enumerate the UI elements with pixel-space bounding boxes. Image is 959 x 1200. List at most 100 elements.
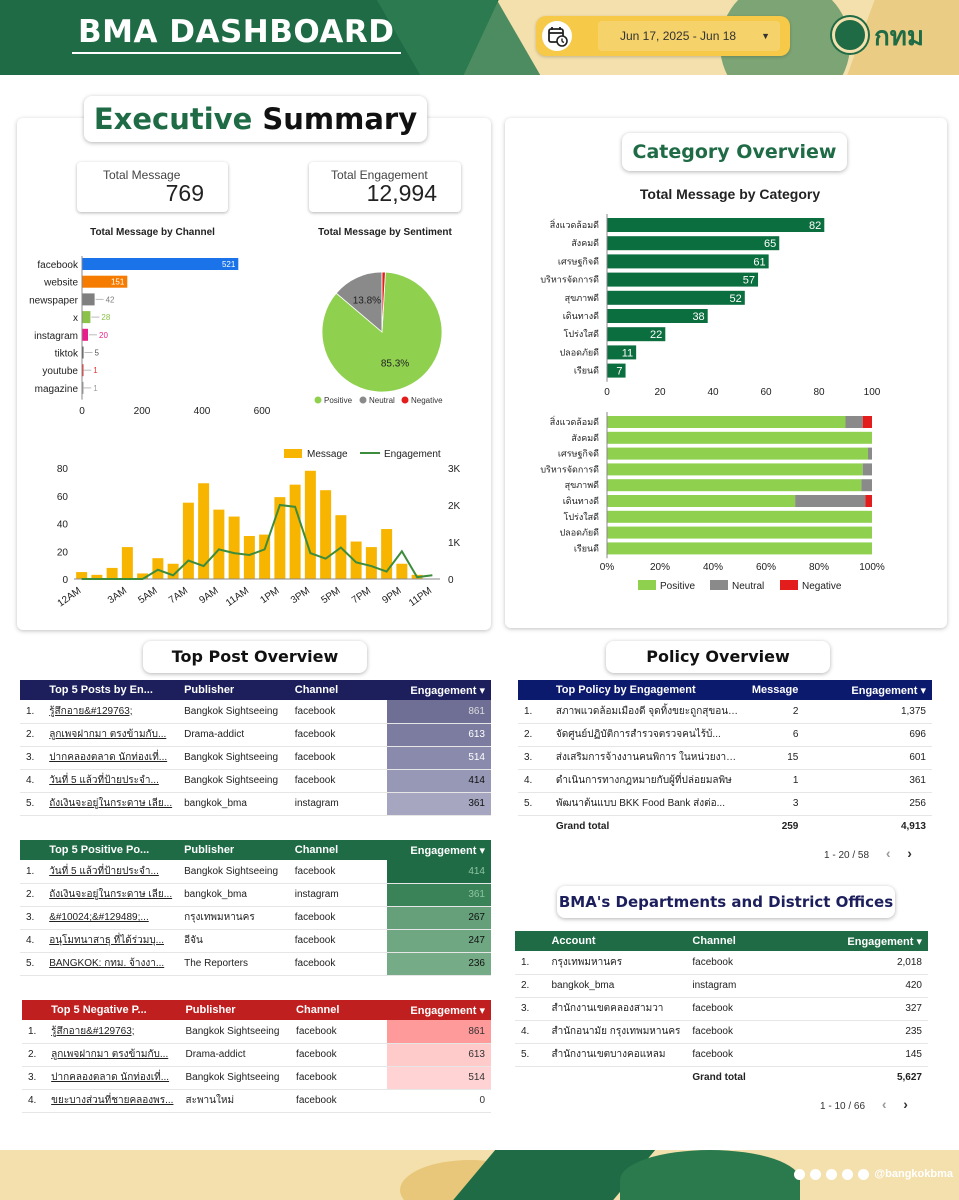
table-row[interactable]: 1. สภาพแวดล้อมเมืองดี จุดทิ้งขยะถูกสุขอนา… xyxy=(518,700,932,724)
table-row[interactable]: 4. สำนักอนามัย กรุงเทพมหานคร facebook 235 xyxy=(515,1020,928,1044)
table-row[interactable]: 2. ลูกเพจฝากมา ตรงข้ามกับ... Drama-addict f… xyxy=(22,1043,491,1067)
facebook-icon[interactable] xyxy=(810,1168,822,1180)
category-label: เดินทางดี xyxy=(563,496,599,506)
y-right-tick-label: 2K xyxy=(448,501,461,512)
engagement-value: 0 xyxy=(387,1089,491,1113)
x-tick-label: 3AM xyxy=(106,585,129,606)
y-left-tick-label: 80 xyxy=(57,464,69,475)
post-link[interactable]: รู้สึกอาย&#129763; xyxy=(49,705,133,717)
table-row[interactable]: 4. ดำเนินการทางกฎหมายกับผู้ที่ปล่อยมลพิษ 1… xyxy=(518,769,932,793)
channel-value-label: 1 xyxy=(93,366,98,375)
table-row[interactable]: 4. ขยะบางส่วนที่ชายคลองพร... สะพานใหม่ face… xyxy=(22,1089,491,1113)
prev-page-icon[interactable]: ‹ xyxy=(885,845,891,861)
table-row[interactable]: 5. พัฒนาต้นแบบ BKK Food Bank ส่งต่อ... 3 25… xyxy=(518,792,932,816)
table-row[interactable]: 3. ปากคลองตลาด นักท่องเที่... Bangkok Sigh… xyxy=(20,746,491,770)
top-policy-table: Top Policy by Engagement Message Engagemen… xyxy=(518,680,932,838)
message-bar xyxy=(228,516,240,579)
x-icon[interactable] xyxy=(794,1168,806,1180)
table-row[interactable]: 2. ลูกเพจฝากมา ตรงข้ามกับ... Drama-addict f… xyxy=(20,723,491,747)
table-row[interactable]: 3. สำนักงานเขตคลองสามวา facebook 327 xyxy=(515,997,928,1021)
column-header: Top 5 Negative P... xyxy=(45,1000,180,1020)
table-row[interactable]: 5. สำนักงานเขตบางคอแหลม facebook 145 xyxy=(515,1043,928,1067)
channel-bar xyxy=(82,275,128,288)
tiktok-icon[interactable] xyxy=(858,1168,870,1180)
post-link[interactable]: BANGKOK: กทม. จ้างงา... xyxy=(49,958,165,969)
prev-page-icon[interactable]: ‹ xyxy=(881,1096,887,1112)
stack-segment-neutral xyxy=(862,463,872,476)
x-tick-label: 11AM xyxy=(224,585,251,609)
calendar-icon[interactable] xyxy=(542,21,572,51)
total-message-kpi: Total Message 769 xyxy=(77,162,228,212)
channel: instagram xyxy=(288,792,387,816)
legend-label: Negative xyxy=(802,581,842,592)
message-count: 1 xyxy=(745,769,805,793)
stack-segment-positive xyxy=(607,431,872,444)
engagement-sort-header[interactable]: Engagement ▾ xyxy=(799,931,928,951)
grand-total-message: 259 xyxy=(781,821,799,833)
table-row[interactable]: 1. รู้สึกอาย&#129763; Bangkok Sightseeing f… xyxy=(22,1020,491,1044)
category-label: ปลอดภัยดี xyxy=(559,347,599,357)
post-link[interactable]: ปากคลองตลาด นักท่องเที่... xyxy=(49,752,168,763)
row-index: 3. xyxy=(22,1066,46,1090)
engagement-value: 361 xyxy=(386,792,491,816)
category-label: บริหารจัดการดี xyxy=(540,464,599,474)
instagram-icon[interactable] xyxy=(826,1168,838,1180)
channel: facebook xyxy=(288,769,387,793)
kpi-label: Total Engagement xyxy=(331,168,428,182)
message-bar xyxy=(259,534,271,579)
column-header: Top Policy by Engagement xyxy=(549,680,746,700)
post-link[interactable]: ถังเงินจะอยู่ในกระดาษ เลีย... xyxy=(49,889,173,900)
table-row[interactable]: 2. จัดศูนย์ปฏิบัติการสำรวจตรวจคนไร้บ้... 6… xyxy=(518,723,932,747)
legend-label: Positive xyxy=(324,396,353,405)
channel-bar xyxy=(82,258,239,270)
social-links[interactable]: @bangkokbma xyxy=(794,1168,953,1180)
legend-label: Negative xyxy=(411,396,443,405)
date-range-control[interactable]: Jun 17, 2025 - Jun 18 ▼ xyxy=(536,16,790,56)
engagement-sort-header[interactable]: Engagement ▾ xyxy=(804,680,932,700)
post-link[interactable]: ปากคลองตลาด นักท่องเที่... xyxy=(51,1072,170,1083)
table-row[interactable]: 1. รู้สึกอาย&#129763; Bangkok Sightseeing f… xyxy=(20,700,491,724)
table-row[interactable]: 5. ถังเงินจะอยู่ในกระดาษ เลีย... bangkok_b… xyxy=(20,792,491,816)
next-page-icon[interactable]: › xyxy=(903,1096,908,1112)
table-row[interactable]: 3. ปากคลองตลาด นักท่องเที่... Bangkok Sigh… xyxy=(22,1066,491,1090)
category-bar xyxy=(607,309,708,323)
table-row[interactable]: 2. bangkok_bma instagram 420 xyxy=(515,974,928,998)
date-range-dropdown[interactable]: Jun 17, 2025 - Jun 18 ▼ xyxy=(598,21,780,51)
x-tick-label: 100 xyxy=(864,387,881,398)
policy-overview-title: Policy Overview xyxy=(606,641,830,673)
engagement-sort-header[interactable]: Engagement ▾ xyxy=(386,840,491,860)
category-bar xyxy=(607,345,637,360)
post-link[interactable]: ลูกเพจฝากมา ตรงข้ามกับ... xyxy=(51,1049,169,1060)
post-link[interactable]: ถังเงินจะอยู่ในกระดาษ เลีย... xyxy=(49,798,173,809)
table-row[interactable]: 4. วันที่ 5 แล้วที่ป้ายประจำ... Bangkok Si… xyxy=(20,769,491,793)
next-page-icon[interactable]: › xyxy=(907,845,912,861)
post-link[interactable]: รู้สึกอาย&#129763; xyxy=(51,1025,135,1037)
publisher: bangkok_bma xyxy=(178,883,289,907)
stack-segment-neutral xyxy=(795,495,866,507)
post-link[interactable]: วันที่ 5 แล้วที่ป้ายประจำ... xyxy=(49,865,159,877)
post-link[interactable]: วันที่ 5 แล้วที่ป้ายประจำ... xyxy=(49,775,159,786)
youtube-icon[interactable] xyxy=(842,1168,854,1180)
post-link[interactable]: ขยะบางส่วนที่ชายคลองพร... xyxy=(51,1095,174,1106)
post-link[interactable]: อนุโมทนาสาธุ ที่ได้ร่วมบุ... xyxy=(49,935,165,946)
dashboard-title: BMA DASHBOARD xyxy=(72,14,401,54)
table-row[interactable]: 1. กรุงเทพมหานคร facebook 2,018 xyxy=(515,951,928,975)
post-link[interactable]: ลูกเพจฝากมา ตรงข้ามกับ... xyxy=(49,729,167,740)
table-row[interactable]: 4. อนุโมทนาสาธุ ที่ได้ร่วมบุ... อีจัน faceb… xyxy=(20,929,491,953)
engagement-sort-header[interactable]: Engagement ▾ xyxy=(387,1000,491,1020)
engagement-sort-header[interactable]: Engagement ▾ xyxy=(386,680,491,700)
table-row[interactable]: 5. BANGKOK: กทม. จ้างงา... The Reporters fa… xyxy=(20,952,491,976)
post-link[interactable]: &#10024;&#129489;... xyxy=(49,912,149,923)
table-row[interactable]: 3. &#10024;&#129489;... กรุงเทพมหานคร faceb… xyxy=(20,906,491,930)
engagement-value: 361 xyxy=(386,883,491,907)
pagination-text: 1 - 20 / 58 xyxy=(824,850,870,861)
table-row[interactable]: 2. ถังเงินจะอยู่ในกระดาษ เลีย... bangkok_b… xyxy=(20,883,491,907)
column-header: Message xyxy=(745,680,805,700)
y-right-tick-label: 1K xyxy=(448,538,461,549)
post-title: BANGKOK: กทม. จ้างงา... xyxy=(43,952,179,976)
table-row[interactable]: 1. วันที่ 5 แล้วที่ป้ายประจำ... Bangkok Si… xyxy=(20,860,491,884)
stack-segment-positive xyxy=(607,463,863,476)
table-row[interactable]: 3. ส่งเสริมการจ้างงานคนพิการ ในหน่วยงาน..… xyxy=(518,746,932,770)
engagement-value: 514 xyxy=(386,746,491,770)
engagement-value: 696 xyxy=(804,723,932,747)
